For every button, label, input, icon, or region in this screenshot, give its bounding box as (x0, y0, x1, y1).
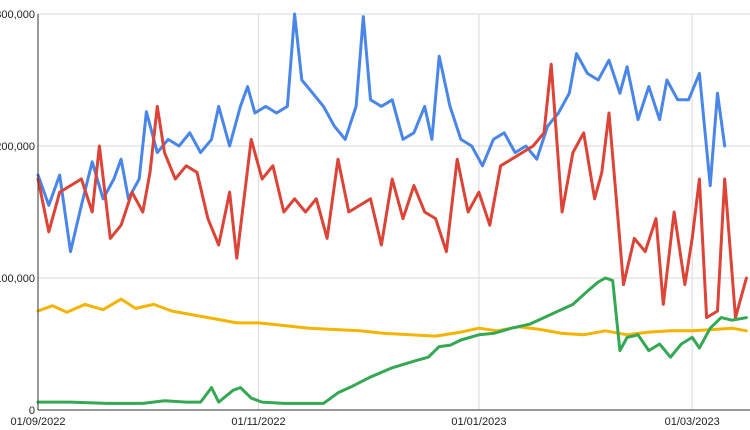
axes (37, 14, 750, 411)
y-tick-label: 300,000 (0, 9, 35, 21)
y-tick-label: 200,000 (0, 141, 35, 153)
series-line-3 (36, 297, 748, 338)
grid (37, 13, 750, 410)
x-tick-label: 01/09/2022 (10, 416, 65, 428)
x-tick-label: 01/11/2022 (231, 416, 285, 428)
y-tick-label: 0 (29, 405, 35, 417)
y-tick-label: 100,000 (0, 273, 35, 285)
series-lines (36, 12, 748, 405)
tick-labels: 0 100,000 200,000 300,000 01/09/2022 01/11/20… (0, 9, 720, 428)
x-tick-label: 01/01/2023 (451, 416, 506, 428)
x-tick-label: 01/03/2023 (665, 416, 720, 428)
series-line-4 (36, 276, 748, 405)
series-line-2 (36, 62, 748, 320)
series-line-1 (36, 12, 727, 254)
